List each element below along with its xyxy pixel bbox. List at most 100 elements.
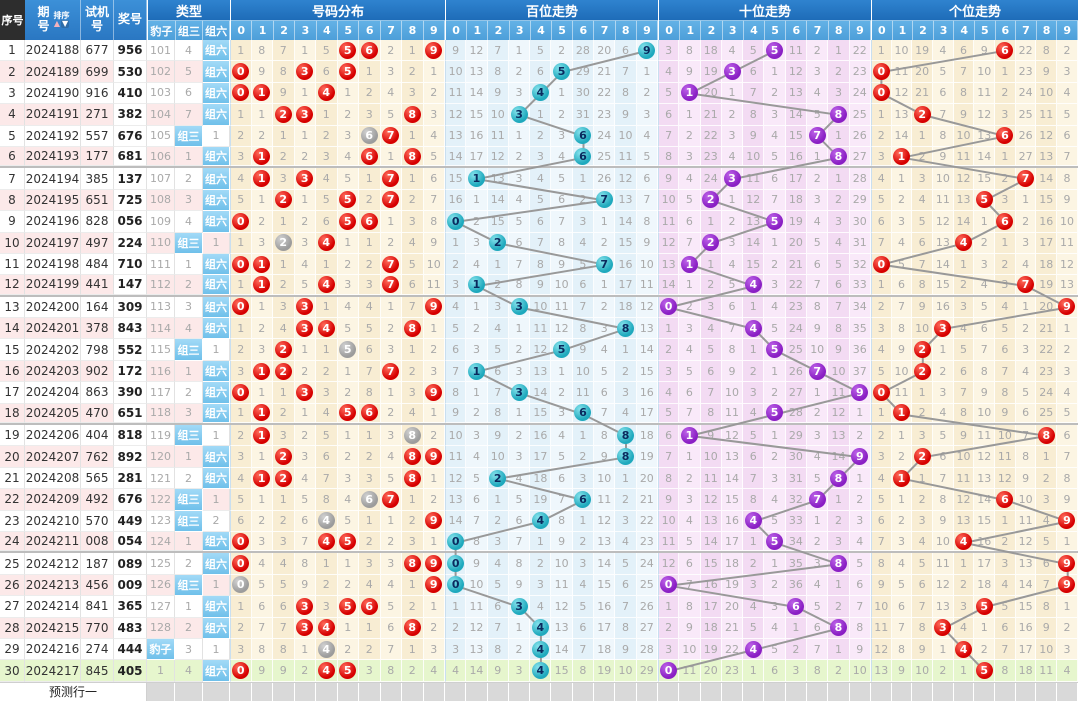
tens-trend-cell: 12 bbox=[828, 403, 850, 424]
miss-value: 2 bbox=[728, 107, 736, 121]
sort-desc-icon[interactable]: ▼ bbox=[61, 19, 70, 28]
tens-trend-cell: 4 bbox=[700, 318, 722, 340]
hund-trend-cell: 10 bbox=[551, 275, 573, 295]
miss-value: 1 bbox=[472, 385, 480, 399]
miss-value: 2 bbox=[1001, 257, 1009, 271]
miss-value: 6 bbox=[813, 257, 821, 271]
miss-value: 3 bbox=[728, 129, 736, 143]
type-active-cell: 组六 bbox=[203, 403, 230, 424]
tens-trend-cell: 5 bbox=[764, 638, 786, 661]
units-trend-cell: 19 bbox=[1036, 275, 1058, 295]
miss-value: 13 bbox=[746, 214, 761, 228]
distribution-cell: 4 bbox=[380, 574, 402, 597]
distribution-cell: 3 bbox=[273, 168, 295, 190]
distribution-cell: 1 bbox=[230, 232, 252, 254]
miss-value: 9 bbox=[834, 343, 842, 357]
footer-empty-cell bbox=[594, 682, 616, 701]
distribution-cell: 2 bbox=[337, 574, 359, 597]
units-trend-cell: 9 bbox=[1036, 61, 1058, 83]
ball-red: 0 bbox=[232, 662, 250, 680]
miss-value: 2 bbox=[387, 43, 395, 57]
hund-trend-cell: 16 bbox=[445, 189, 467, 212]
miss-value: 2 bbox=[472, 214, 480, 228]
miss-value: 5 bbox=[771, 149, 779, 163]
miss-value: 2 bbox=[980, 236, 988, 250]
miss-value: 2 bbox=[408, 193, 416, 207]
hund-trend-cell: 6 bbox=[615, 40, 637, 62]
distribution-cell: 8 bbox=[359, 382, 381, 404]
distribution-cell: 9 bbox=[273, 82, 295, 105]
miss-value: 2 bbox=[939, 664, 947, 678]
distribution-cell: 2 bbox=[273, 360, 295, 383]
distribution-cell: 8 bbox=[294, 553, 316, 575]
period-cell: 2024197 bbox=[25, 232, 81, 254]
sort-asc-icon[interactable]: ▲ bbox=[53, 19, 60, 28]
ball-red: 1 bbox=[253, 275, 271, 293]
hund-trend-cell: 2 bbox=[508, 638, 531, 661]
miss-value: 6 bbox=[579, 621, 587, 635]
units-trend-cell: 12 bbox=[891, 82, 913, 105]
miss-value: 4 bbox=[685, 172, 693, 186]
tens-trend-cell: 23 bbox=[785, 296, 808, 319]
distribution-cell: 1 bbox=[230, 104, 252, 126]
prize-number-cell: 410 bbox=[114, 82, 147, 105]
prize-number-cell: 089 bbox=[114, 553, 147, 575]
distribution-cell: 8 bbox=[402, 553, 424, 575]
test-number-cell: 841 bbox=[81, 596, 114, 618]
miss-value: 2 bbox=[1022, 321, 1030, 335]
prize-number-cell: 281 bbox=[114, 467, 147, 490]
distribution-cell: 1 bbox=[402, 40, 424, 62]
miss-value: 4 bbox=[387, 450, 395, 464]
ball-purple: 4 bbox=[744, 512, 762, 530]
digit-column-header: 5 bbox=[765, 20, 787, 40]
miss-value: 18 bbox=[703, 621, 718, 635]
miss-value: 3 bbox=[1063, 642, 1071, 656]
tens-trend-cell: 4 bbox=[743, 275, 765, 295]
hund-trend-cell: 2 bbox=[487, 467, 509, 490]
tens-trend-cell: 3 bbox=[764, 467, 786, 490]
period-cell: 2024213 bbox=[25, 574, 81, 597]
hund-trend-cell: 1 bbox=[508, 403, 531, 424]
hund-trend-cell: 1 bbox=[445, 232, 467, 254]
miss-value: 4 bbox=[1001, 300, 1009, 314]
ball-purple: 4 bbox=[744, 319, 762, 337]
miss-value: 6 bbox=[1063, 428, 1071, 442]
footer-empty-cell bbox=[230, 682, 252, 701]
tens-trend-cell: 8 bbox=[807, 296, 829, 319]
units-trend-cell: 8 bbox=[891, 318, 913, 340]
miss-value: 2 bbox=[643, 86, 651, 100]
units-trend-cell: 1 bbox=[953, 660, 975, 682]
miss-value: 11 bbox=[426, 277, 441, 291]
tens-trend-cell: 1 bbox=[743, 531, 765, 552]
tens-trend-cell: 20 bbox=[721, 596, 744, 618]
units-trend-cell: 9 bbox=[1057, 489, 1078, 511]
units-trend-cell: 10 bbox=[1015, 489, 1037, 511]
tens-trend-cell: 14 bbox=[721, 467, 744, 490]
seq-cell: 28 bbox=[0, 617, 25, 639]
tens-trend-cell: 8 bbox=[849, 617, 871, 639]
miss-value: 5 bbox=[365, 321, 373, 335]
tens-trend-cell: 6 bbox=[657, 104, 680, 126]
units-trend-cell: 13 bbox=[933, 596, 954, 618]
distribution-cell: 2 bbox=[402, 660, 424, 682]
miss-value: 9 bbox=[1042, 65, 1050, 79]
tens-trend-cell: 9 bbox=[828, 339, 850, 361]
units-trend-cell: 23 bbox=[1036, 360, 1058, 383]
header-period-sort[interactable]: 期号 排序 ▲ ▼ bbox=[25, 0, 81, 40]
ball-purple: 0 bbox=[660, 576, 678, 594]
miss-value: 14 bbox=[788, 107, 803, 121]
miss-value: 3 bbox=[408, 214, 416, 228]
distribution-cell: 4 bbox=[337, 296, 359, 319]
prediction-row-label[interactable]: 预测行一 bbox=[0, 682, 147, 701]
miss-value: 2 bbox=[536, 557, 544, 571]
tens-trend-cell: 7 bbox=[807, 125, 829, 147]
units-trend-cell: 7 bbox=[933, 467, 954, 490]
miss-value: 10 bbox=[554, 557, 569, 571]
tens-trend-cell: 10 bbox=[700, 446, 722, 468]
distribution-cell: 1 bbox=[359, 425, 381, 447]
miss-value: 1 bbox=[579, 172, 587, 186]
seq-cell: 6 bbox=[0, 146, 25, 167]
type-miss-cell: 1 bbox=[147, 660, 175, 682]
tens-trend-cell: 3 bbox=[807, 189, 829, 212]
